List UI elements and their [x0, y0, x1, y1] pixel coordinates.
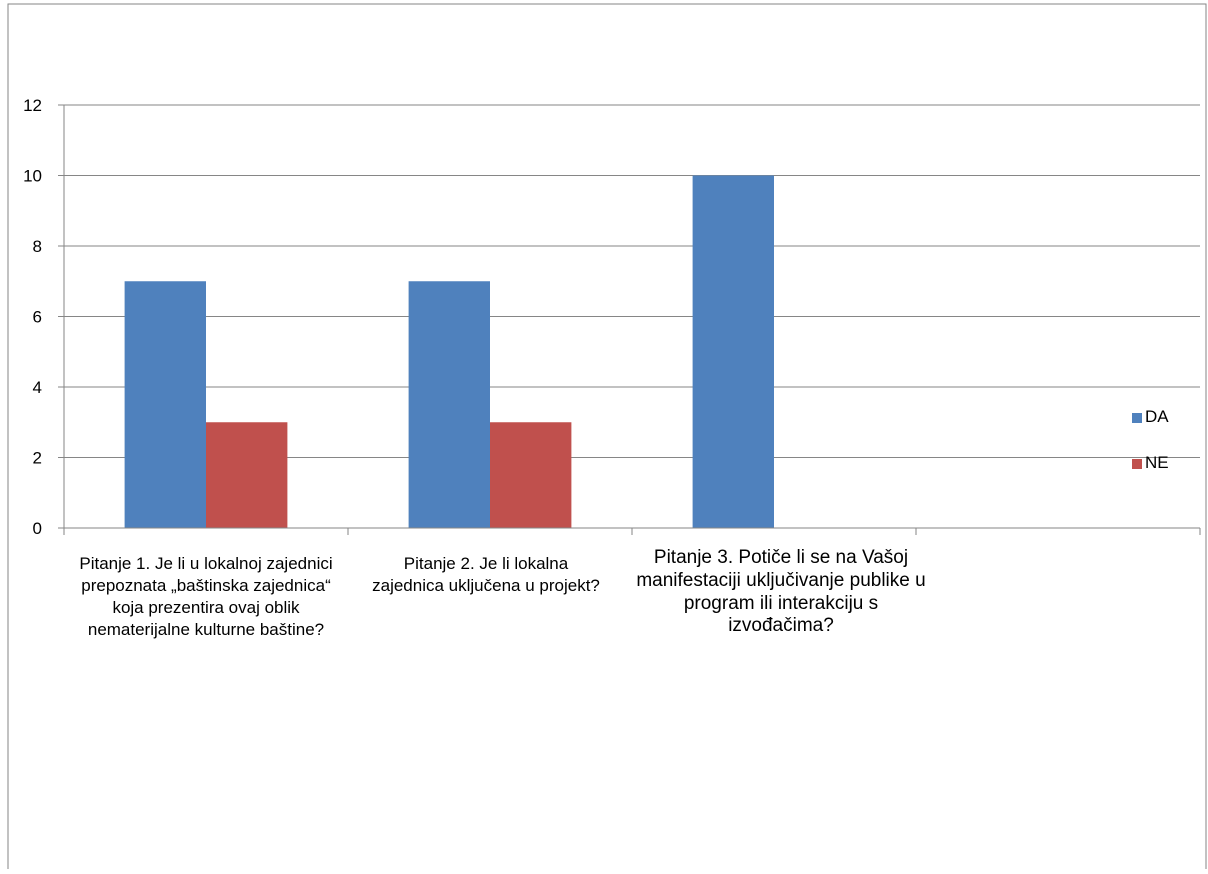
- y-tick-label: 8: [33, 237, 42, 256]
- bar-da: [408, 281, 490, 528]
- legend-label-da: DA: [1145, 407, 1169, 426]
- legend-item-ne: NE: [1132, 453, 1169, 473]
- y-tick-label: 12: [23, 96, 42, 115]
- bar-ne: [490, 422, 572, 528]
- y-tick-label: 4: [33, 378, 42, 397]
- y-tick-label: 0: [33, 519, 42, 538]
- bar-ne: [206, 422, 288, 528]
- legend-swatch-da: [1132, 412, 1142, 423]
- y-tick-label: 6: [33, 308, 42, 327]
- category-label: Pitanje 3. Potiče li se na Vašoj manifes…: [636, 547, 926, 637]
- chart-border: [7, 3, 1207, 874]
- legend-item-da: DA: [1132, 407, 1169, 427]
- bar-da: [692, 175, 774, 528]
- category-label: Pitanje 2. Je li lokalna zajednica uklju…: [372, 554, 600, 596]
- y-tick-labels: 0 2 4 6 8 10 12: [23, 96, 42, 538]
- y-tick-label: 2: [33, 449, 42, 468]
- gridlines: [64, 104, 1200, 458]
- legend-swatch-ne: [1132, 458, 1142, 469]
- y-tick-label: 10: [23, 167, 42, 186]
- axes: [58, 104, 1201, 535]
- legend-label-ne: NE: [1145, 453, 1169, 472]
- category-label: Pitanje 1. Je li u lokalnoj zajednici pr…: [79, 554, 333, 640]
- bars: [124, 175, 774, 528]
- bar-da: [124, 281, 206, 528]
